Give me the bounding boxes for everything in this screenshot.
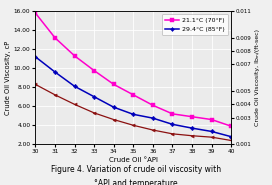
- 21.1°C (70°F): [171, 113, 174, 115]
- 29.4°C (85°F): [230, 136, 233, 138]
- 21.1°C (70°F): [210, 118, 213, 121]
- Y-axis label: Crude Oil Viscosity, cP: Crude Oil Viscosity, cP: [5, 41, 11, 115]
- Text: °API and temperature: °API and temperature: [94, 179, 178, 185]
- 29.4°C (85°F): [190, 127, 194, 129]
- Line: 21.1°C (70°F): 21.1°C (70°F): [33, 11, 233, 128]
- Line: 29.4°C (85°F): 29.4°C (85°F): [34, 55, 233, 138]
- 29.4°C (85°F): [210, 130, 213, 133]
- 21.1°C (70°F): [92, 69, 96, 72]
- 29.4°C (85°F): [151, 117, 154, 119]
- 29.4°C (85°F): [112, 106, 115, 108]
- Y-axis label: Crude Oil Viscosity, lbₘ/(ft-sec): Crude Oil Viscosity, lbₘ/(ft-sec): [255, 29, 259, 126]
- 21.1°C (70°F): [190, 116, 194, 118]
- Text: Figure 4. Variation of crude oil viscosity with: Figure 4. Variation of crude oil viscosi…: [51, 165, 221, 174]
- Legend: 21.1°C (70°F), 29.4°C (85°F): 21.1°C (70°F), 29.4°C (85°F): [162, 14, 228, 35]
- 29.4°C (85°F): [53, 71, 57, 73]
- 29.4°C (85°F): [171, 123, 174, 125]
- 21.1°C (70°F): [112, 83, 115, 85]
- 29.4°C (85°F): [73, 85, 76, 87]
- 21.1°C (70°F): [73, 55, 76, 57]
- 29.4°C (85°F): [132, 113, 135, 115]
- X-axis label: Crude Oil °API: Crude Oil °API: [109, 157, 158, 163]
- 29.4°C (85°F): [92, 96, 96, 98]
- 21.1°C (70°F): [230, 125, 233, 127]
- 21.1°C (70°F): [151, 104, 154, 106]
- 21.1°C (70°F): [132, 94, 135, 96]
- 21.1°C (70°F): [53, 37, 57, 39]
- 29.4°C (85°F): [34, 56, 37, 58]
- 21.1°C (70°F): [34, 12, 37, 14]
